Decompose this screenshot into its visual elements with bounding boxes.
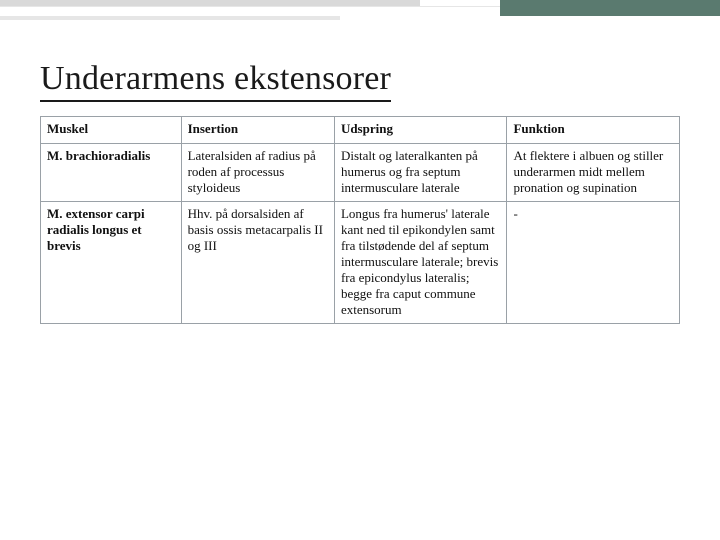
table-header-row: Muskel Insertion Udspring Funktion [41, 117, 680, 144]
cell-udspring: Longus fra humerus' laterale kant ned ti… [334, 202, 507, 324]
slide: Underarmens ekstensorer Muskel Insertion… [0, 0, 720, 540]
table-row: M. extensor carpi radialis longus et bre… [41, 202, 680, 324]
page-title: Underarmens ekstensorer [40, 60, 391, 102]
cell-muskel: M. extensor carpi radialis longus et bre… [41, 202, 182, 324]
cell-funktion: - [507, 202, 680, 324]
deco-bar-accent [500, 0, 720, 16]
table-row: M. brachioradialis Lateralsiden af radiu… [41, 143, 680, 202]
cell-udspring: Distalt og lateralkanten på humerus og f… [334, 143, 507, 202]
col-header-muskel: Muskel [41, 117, 182, 144]
muscle-table: Muskel Insertion Udspring Funktion M. br… [40, 116, 680, 324]
deco-bar-thin [0, 16, 340, 20]
cell-insertion: Hhv. på dorsalsiden af basis ossis metac… [181, 202, 334, 324]
cell-muskel: M. brachioradialis [41, 143, 182, 202]
col-header-funktion: Funktion [507, 117, 680, 144]
cell-funktion: At flektere i albuen og stiller underarm… [507, 143, 680, 202]
muscle-table-wrap: Muskel Insertion Udspring Funktion M. br… [40, 116, 680, 324]
col-header-udspring: Udspring [334, 117, 507, 144]
top-decoration [0, 0, 720, 24]
cell-insertion: Lateralsiden af radius på roden af proce… [181, 143, 334, 202]
col-header-insertion: Insertion [181, 117, 334, 144]
